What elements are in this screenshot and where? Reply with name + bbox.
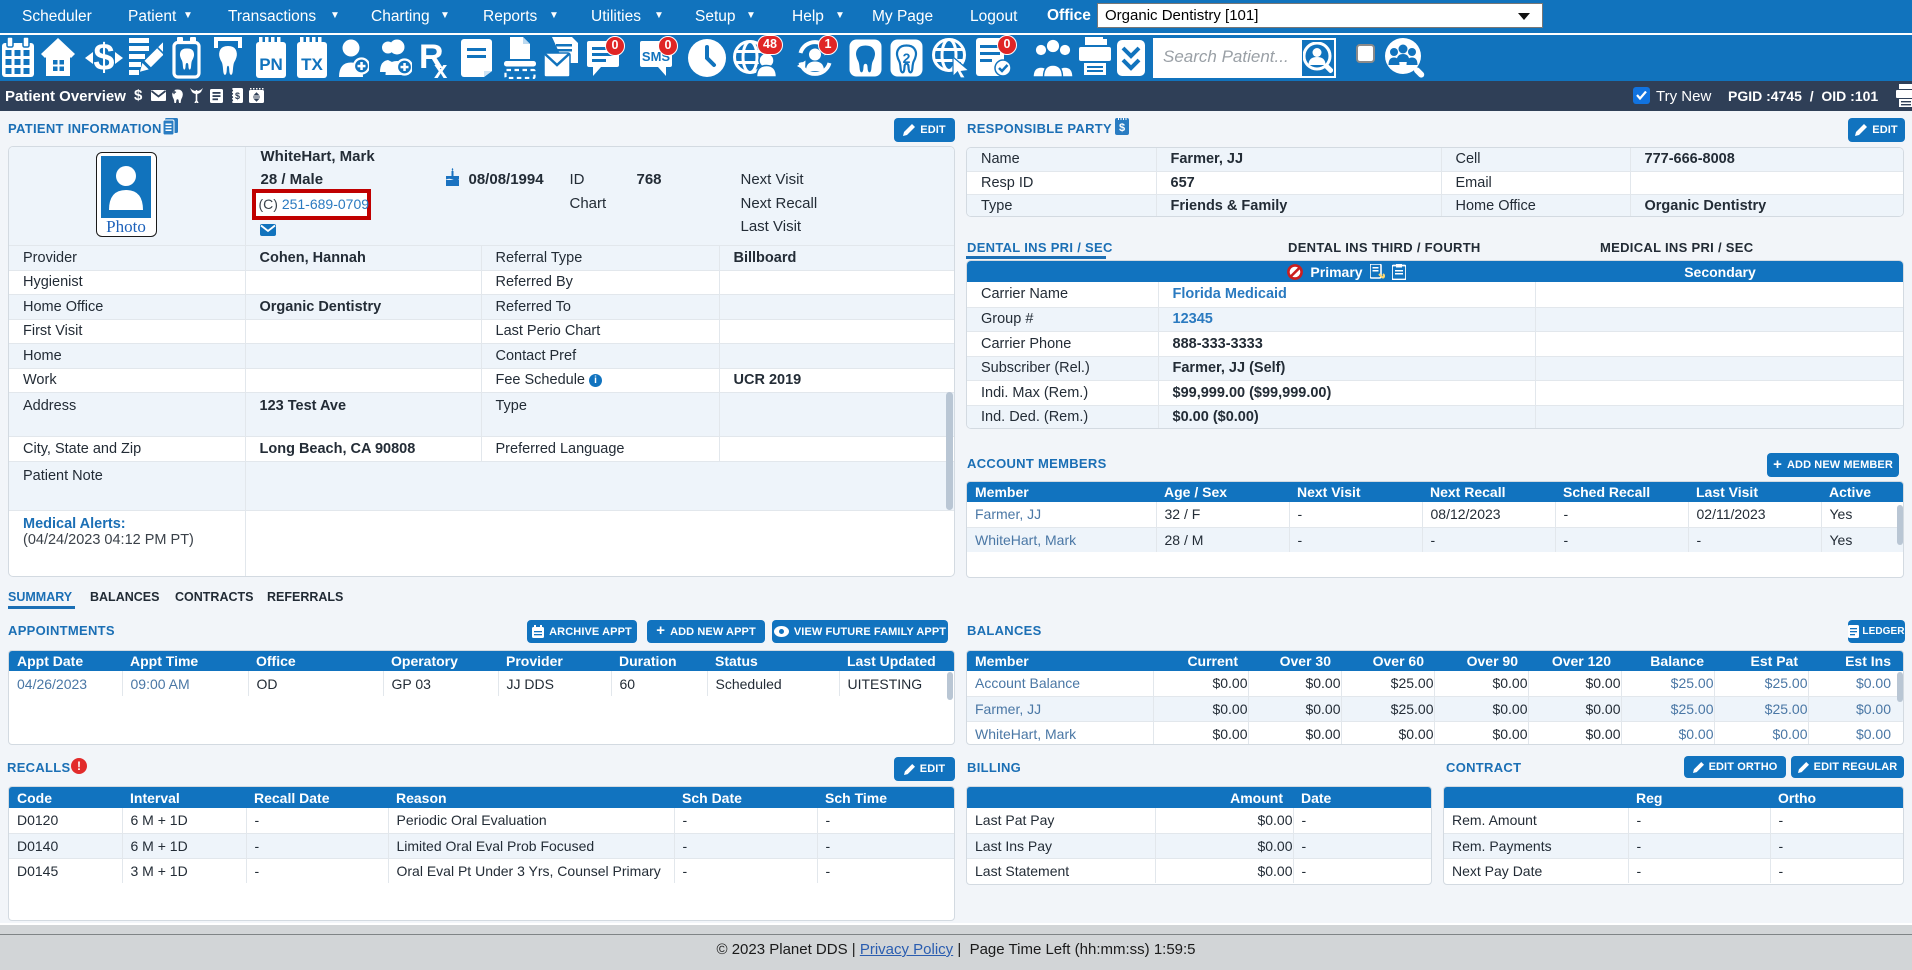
svg-text:$: $: [1119, 122, 1125, 134]
svg-text:R: R: [421, 38, 444, 76]
svg-text:TX: TX: [301, 55, 323, 74]
svg-text:2: 2: [903, 50, 911, 66]
svg-text:$: $: [93, 37, 114, 79]
svg-text:PN: PN: [259, 55, 283, 74]
svg-text:$: $: [235, 91, 240, 101]
svg-text:x: x: [434, 57, 448, 79]
